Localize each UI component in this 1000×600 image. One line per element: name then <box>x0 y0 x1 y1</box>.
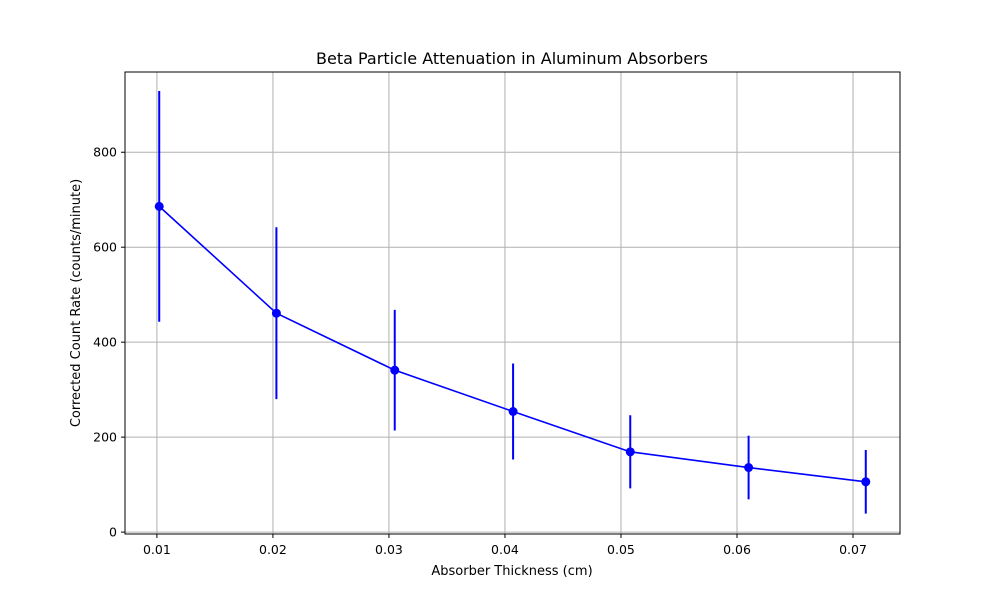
chart-title: Beta Particle Attenuation in Aluminum Ab… <box>316 49 708 68</box>
data-point <box>508 406 518 416</box>
axis-ticks: 0.01 0.02 0.03 0.04 0.05 0.06 0.07 0 200 400 600 80… <box>93 145 867 557</box>
grid <box>125 72 900 534</box>
x-tick-label: 0.05 <box>607 542 635 557</box>
series-layer <box>154 90 871 514</box>
data-point <box>154 201 164 211</box>
x-tick-label: 0.03 <box>375 542 403 557</box>
data-point <box>625 447 635 457</box>
data-point <box>271 308 281 318</box>
x-tick-label: 0.04 <box>491 542 519 557</box>
x-tick-label: 0.07 <box>839 542 867 557</box>
x-tick-label: 0.02 <box>259 542 287 557</box>
x-tick-label: 0.01 <box>143 542 171 557</box>
x-axis-label: Absorber Thickness (cm) <box>431 564 592 579</box>
y-tick-label: 600 <box>93 240 117 255</box>
plot-frame <box>124 71 901 535</box>
y-tick-label: 400 <box>93 335 117 350</box>
x-tick-label: 0.06 <box>723 542 751 557</box>
data-point <box>744 463 754 473</box>
y-tick-label: 200 <box>93 430 117 445</box>
y-tick-label: 0 <box>109 525 117 540</box>
data-point <box>390 365 400 375</box>
y-tick-label: 800 <box>93 145 117 160</box>
data-point <box>861 477 871 487</box>
y-axis-label: Corrected Count Rate (counts/minute) <box>69 179 84 427</box>
